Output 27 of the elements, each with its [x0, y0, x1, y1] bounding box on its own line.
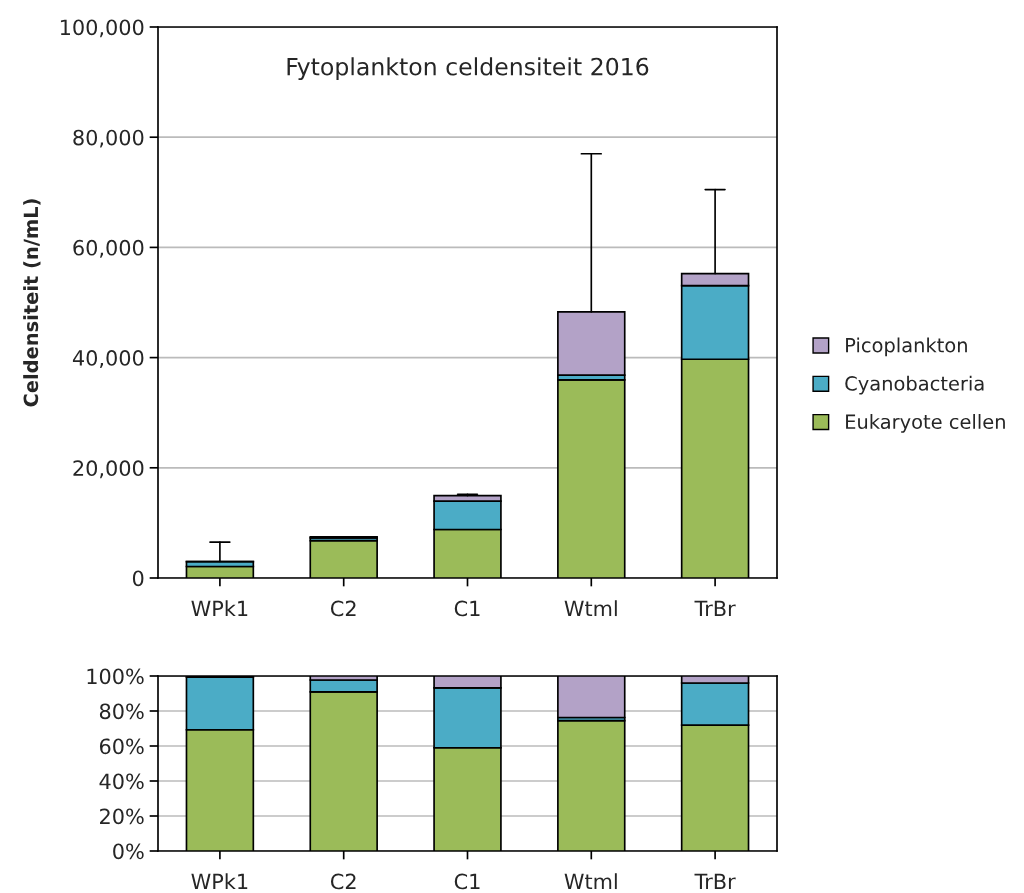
legend-label: Picoplankton	[846, 337, 967, 357]
y-tick-label: 0	[132, 570, 144, 587]
y-tick-label: 40,000	[72, 350, 144, 368]
x-tick-label: WPk1	[191, 600, 248, 617]
y-tick-label: 60%	[99, 738, 144, 755]
x-tick-label: TrBr	[694, 600, 736, 617]
y-tick-label: 0%	[113, 843, 144, 860]
x-tick-label: TrBr	[694, 873, 736, 890]
x-tick-label: C1	[454, 873, 480, 890]
y-axis-title: Celdensiteit (n/mL)	[23, 199, 41, 407]
y-tick-label: 100,000	[60, 19, 144, 38]
text: Fytoplankton celdensiteit 2016	[287, 57, 649, 81]
y-tick-label: 80,000	[73, 129, 144, 148]
x-tick-label: C2	[330, 600, 356, 617]
y-tick-label: 20,000	[73, 460, 144, 479]
x-tick-label: WPk1	[191, 873, 248, 890]
x-tick-label: C1	[454, 600, 480, 617]
x-tick-label: Wtml	[564, 600, 617, 617]
x-tick-label: C2	[330, 873, 356, 890]
y-tick-label: 100%	[87, 668, 144, 685]
y-tick-label: 40%	[99, 773, 144, 790]
x-tick-label: Wtml	[564, 873, 617, 890]
y-tick-label: 60,000	[73, 239, 144, 258]
y-tick-label: 20%	[100, 808, 144, 825]
legend-label: Cyanobacteria	[845, 375, 984, 395]
y-tick-label: 80%	[99, 703, 144, 720]
legend-label: Eukaryote cellen	[846, 414, 1005, 433]
